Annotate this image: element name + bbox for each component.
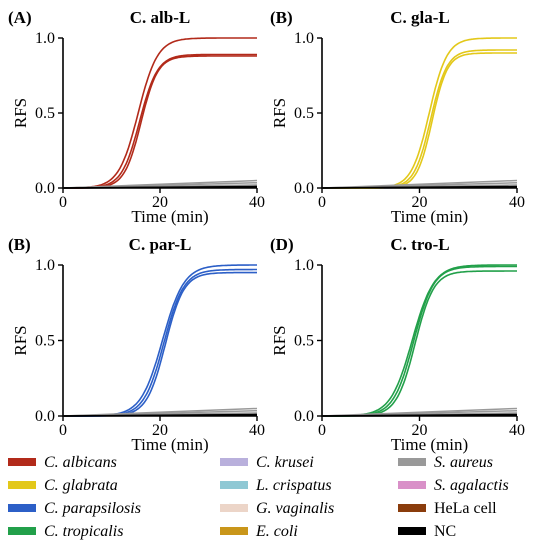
plot-area [321,37,518,189]
curve-replicate-1 [63,264,257,417]
legend-label: G. vaginalis [256,500,334,517]
legend-label: C. tropicalis [44,523,123,540]
legend-swatch [8,458,36,466]
x-tick-label: 20 [152,422,168,439]
x-tick-label: 0 [318,194,326,211]
legend-swatch [8,481,36,489]
x-axis-label: Time (min) [391,435,468,454]
curve-replicate-1 [322,264,517,417]
plot-area [321,264,518,417]
legend-swatch [8,527,36,535]
legend-swatch [398,458,426,466]
y-tick-label: 0.5 [294,333,314,350]
curve-replicate-3 [322,270,517,417]
legend-swatch [220,527,248,535]
legend-label: C. parapsilosis [44,500,141,517]
legend-label: C. krusei [256,454,314,471]
panel-label: (B) [270,8,293,27]
panel-title: C. tro-L [390,235,449,254]
legend-label: C. glabrata [44,477,118,494]
curve-replicate-2 [322,265,517,417]
panel-title: C. par-L [129,235,192,254]
legend: C. albicans C. krusei S. aureus C. glabrata… [8,454,509,540]
legend-label: NC [434,523,456,540]
legend-swatch [398,481,426,489]
panel-label: (D) [270,235,294,254]
legend-label: E. coli [255,523,298,540]
x-tick-label: 20 [412,422,428,439]
x-axis-label: Time (min) [131,207,208,226]
y-tick-label: 1.0 [35,257,55,274]
curve-replicate-3 [322,52,517,189]
background-curve [62,186,258,189]
panel-label: (A) [8,8,32,27]
chart-panel-2: (B) C. gla-L 0 20 40 0.0 0.5 1.0 Time (min) RFS [270,8,525,226]
panel-title: C. gla-L [390,8,450,27]
legend-label: L. crispatus [255,477,332,494]
legend-label: C. albicans [44,454,117,471]
y-tick-label: 0.0 [294,408,314,425]
x-axis-label: Time (min) [131,435,208,454]
y-tick-label: 1.0 [294,30,314,47]
legend-swatch [398,527,426,535]
x-tick-label: 20 [412,194,428,211]
y-tick-label: 1.0 [294,257,314,274]
x-tick-label: 0 [59,422,67,439]
curve-replicate-1 [63,37,257,189]
panel-label: (B) [8,235,31,254]
curve-replicate-2 [63,53,257,189]
legend-swatch [220,458,248,466]
y-axis-label: RFS [11,325,30,355]
y-tick-label: 0.5 [294,105,314,122]
y-axis-label: RFS [270,98,289,128]
y-tick-label: 0.0 [35,180,55,197]
legend-label: HeLa cell [434,500,497,517]
legend-swatch [220,481,248,489]
background-curve [62,414,258,417]
legend-swatch [220,504,248,512]
y-tick-label: 0.5 [35,333,55,350]
x-tick-label: 0 [59,194,67,211]
curve-replicate-3 [63,271,257,417]
axes-frame [62,38,257,189]
chart-panel-3: (B) C. par-L 0 20 40 0.0 0.5 1.0 Time (min) RFS [8,235,265,454]
curve-replicate-3 [63,55,257,189]
plot-area [62,37,258,189]
x-tick-label: 20 [152,194,168,211]
axes-frame [321,265,517,417]
y-tick-label: 0.0 [35,408,55,425]
x-tick-label: 0 [318,422,326,439]
panel-title: C. alb-L [130,8,190,27]
x-axis-label: Time (min) [391,207,468,226]
y-axis-label: RFS [270,325,289,355]
background-curve [321,414,518,417]
x-tick-label: 40 [249,194,265,211]
legend-swatch [8,504,36,512]
y-axis-label: RFS [11,98,30,128]
legend-swatch [398,504,426,512]
background-curve [321,186,518,189]
x-tick-label: 40 [509,422,525,439]
x-tick-label: 40 [249,422,265,439]
chart-panel-4: (D) C. tro-L 0 20 40 0.0 0.5 1.0 Time (min) RFS [270,235,525,454]
legend-label: S. agalactis [434,477,509,494]
x-tick-label: 40 [509,194,525,211]
y-tick-label: 0.0 [294,180,314,197]
curve-replicate-2 [63,268,257,417]
y-tick-label: 0.5 [35,105,55,122]
plot-area [62,264,258,417]
legend-label: S. aureus [434,454,493,471]
y-tick-label: 1.0 [35,30,55,47]
axes-frame [62,265,257,417]
chart-panel-1: (A) C. alb-L 0 20 40 0.0 0.5 1.0 Time (min) RFS [8,8,265,226]
